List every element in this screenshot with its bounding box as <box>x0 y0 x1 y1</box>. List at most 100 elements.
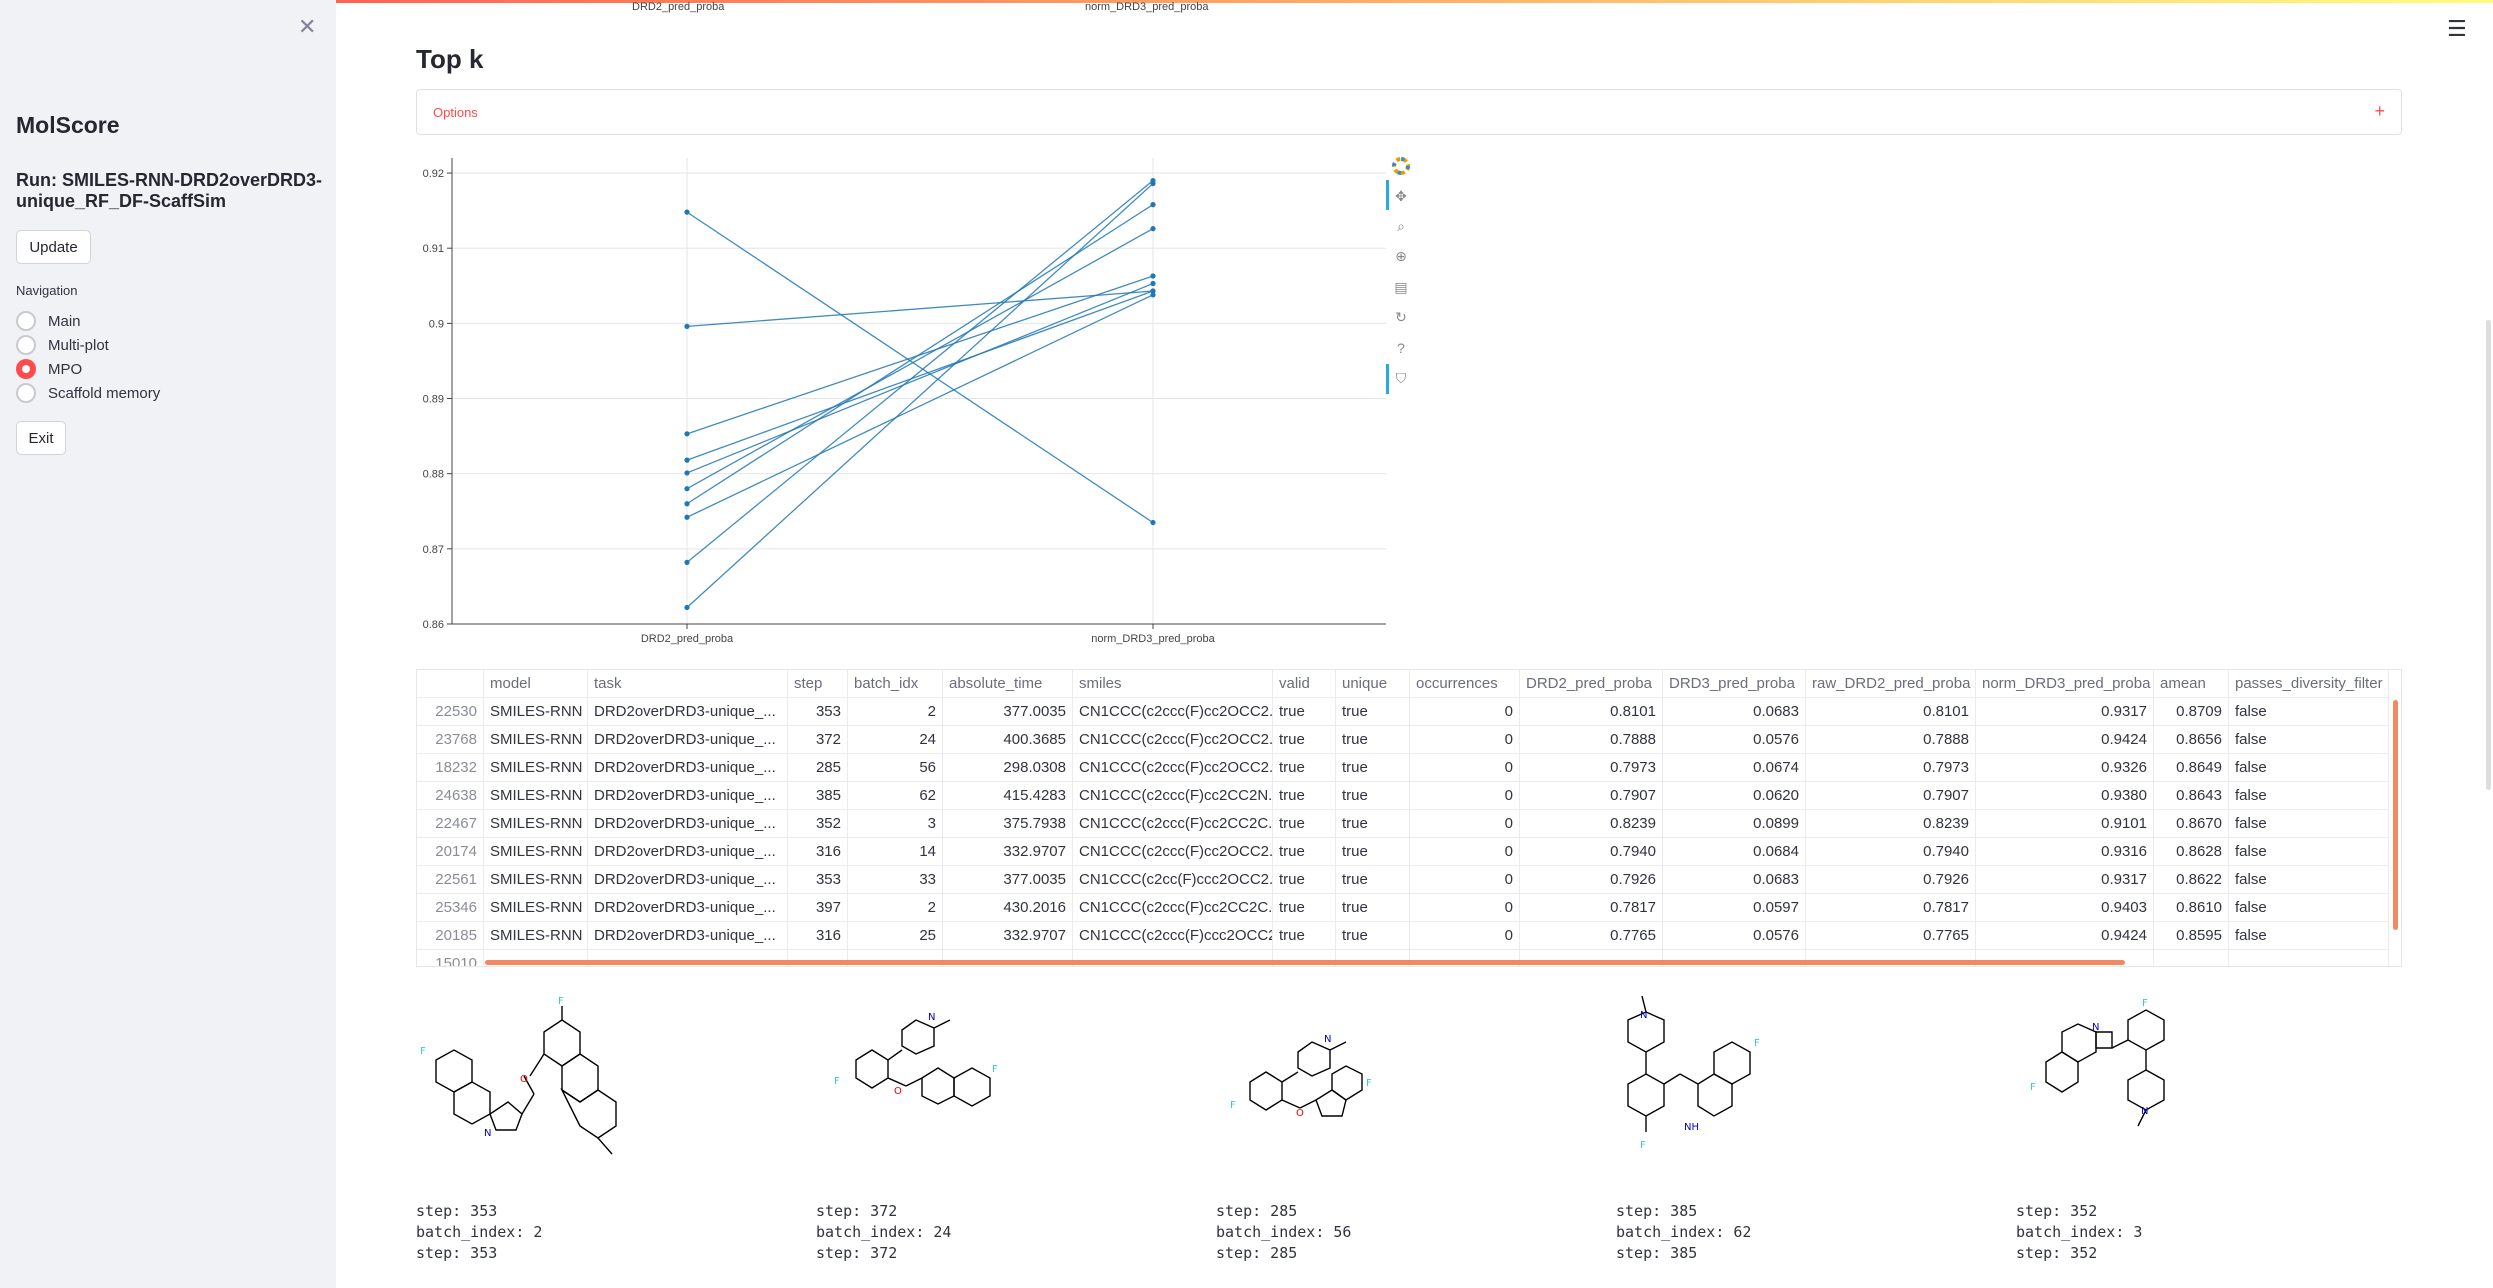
hamburger-icon[interactable]: ☰ <box>2447 16 2467 41</box>
column-header[interactable]: DRD2_pred_proba <box>1520 670 1663 698</box>
column-header[interactable] <box>417 670 484 698</box>
caption-step: step: 385 <box>1616 1202 1698 1220</box>
column-header[interactable]: batch_idx <box>848 670 943 698</box>
table-cell: CN1CCC(c2ccc(F)cc2OCC2... <box>1073 726 1273 754</box>
table-cell: SMILES-RNN <box>484 922 588 950</box>
molecule-image: F F O N <box>834 1012 998 1107</box>
table-cell: 0.8595 <box>2154 922 2229 950</box>
table-cell: 332.9707 <box>943 838 1073 866</box>
table-cell: 0.9403 <box>1976 894 2154 922</box>
caption-batch-index: batch_index: 56 <box>1216 1223 1352 1241</box>
table-row[interactable]: 20174 SMILES-RNN DRD2overDRD3-unique_... 31… <box>417 838 2389 866</box>
nav-label-scaffold-memory: Scaffold memory <box>48 384 161 402</box>
horizontal-scrollbar[interactable] <box>485 960 2125 965</box>
table-cell: SMILES-RNN <box>484 838 588 866</box>
table-cell: 0.7888 <box>1520 726 1663 754</box>
column-header[interactable]: passes_diversity_filter <box>2229 670 2389 698</box>
table-cell: 0.8670 <box>2154 810 2229 838</box>
table-row[interactable]: 15010 <box>417 950 2389 966</box>
options-expander[interactable]: Options + <box>416 89 2402 135</box>
table-cell: CN1CCC(c2ccc(F)cc2OCC2... <box>1073 698 1273 726</box>
svg-text:O: O <box>520 1074 528 1085</box>
data-point <box>684 431 690 437</box>
column-header[interactable]: unique <box>1336 670 1410 698</box>
box-zoom-icon[interactable]: ⌕ <box>1397 217 1405 234</box>
save-icon[interactable]: ▤ <box>1394 278 1408 295</box>
table-cell: true <box>1336 726 1410 754</box>
table-row[interactable]: 20185 SMILES-RNN DRD2overDRD3-unique_... 31… <box>417 922 2389 950</box>
table-cell: 0.8101 <box>1806 698 1976 726</box>
plus-icon: + <box>2374 101 2385 121</box>
column-header[interactable]: raw_DRD2_pred_proba <box>1806 670 1976 698</box>
page-scrollbar[interactable] <box>2486 320 2491 790</box>
table-cell: 353 <box>788 698 848 726</box>
reset-icon[interactable]: ↻ <box>1395 308 1407 325</box>
table-cell: SMILES-RNN <box>484 754 588 782</box>
pan-icon[interactable]: ✥ <box>1395 187 1407 204</box>
update-button[interactable]: Update <box>16 230 91 264</box>
column-header[interactable]: occurrences <box>1410 670 1520 698</box>
svg-text:F: F <box>1754 1038 1760 1049</box>
series-line <box>686 290 1154 461</box>
table-cell: 0 <box>1410 894 1520 922</box>
data-point <box>1150 180 1156 187</box>
table-cell: 62 <box>848 782 943 810</box>
table-row[interactable]: 24638 SMILES-RNN DRD2overDRD3-unique_... 38… <box>417 782 2389 810</box>
series-line <box>686 290 1154 328</box>
nav-radio-scaffold-memory[interactable]: Scaffold memory <box>16 381 160 405</box>
table-row[interactable]: 22467 SMILES-RNN DRD2overDRD3-unique_... 35… <box>417 810 2389 838</box>
table-row[interactable]: 23768 SMILES-RNN DRD2overDRD3-unique_... 37… <box>417 726 2389 754</box>
table-cell: 0.8610 <box>2154 894 2229 922</box>
table-row[interactable]: 22530 SMILES-RNN DRD2overDRD3-unique_... 35… <box>417 698 2389 726</box>
hover-icon[interactable]: ⛉ <box>1395 369 1407 386</box>
table-cell: 352 <box>788 810 848 838</box>
table-cell: false <box>2229 810 2389 838</box>
svg-text:F: F <box>558 996 564 1007</box>
column-header[interactable]: DRD3_pred_proba <box>1663 670 1806 698</box>
column-header[interactable]: model <box>484 670 588 698</box>
column-header[interactable]: task <box>588 670 788 698</box>
table-cell: DRD2overDRD3-unique_... <box>588 838 788 866</box>
column-header[interactable]: step <box>788 670 848 698</box>
table-cell: SMILES-RNN <box>484 866 588 894</box>
top-axis-label: DRD2_pred_proba <box>632 1 725 13</box>
table-cell: 0.7817 <box>1806 894 1976 922</box>
nav-radio-main[interactable]: Main <box>16 309 81 333</box>
table-cell: SMILES-RNN <box>484 782 588 810</box>
column-header[interactable]: norm_DRD3_pred_proba <box>1976 670 2154 698</box>
column-header[interactable]: smiles <box>1073 670 1273 698</box>
svg-text:F: F <box>2030 1082 2036 1093</box>
table-cell: false <box>2229 698 2389 726</box>
data-point <box>1150 273 1156 279</box>
close-icon[interactable]: ✕ <box>298 14 317 39</box>
table-row[interactable]: 18232 SMILES-RNN DRD2overDRD3-unique_... 28… <box>417 754 2389 782</box>
vertical-scrollbar[interactable] <box>2393 700 2398 930</box>
table-cell: 397 <box>788 894 848 922</box>
table-row[interactable]: 25346 SMILES-RNN DRD2overDRD3-unique_... 39… <box>417 894 2389 922</box>
table-cell: 0.8622 <box>2154 866 2229 894</box>
column-header[interactable]: absolute_time <box>943 670 1073 698</box>
table-cell: 0.0576 <box>1663 922 1806 950</box>
column-header[interactable]: amean <box>2154 670 2229 698</box>
table-cell: true <box>1336 922 1410 950</box>
column-header[interactable]: valid <box>1273 670 1336 698</box>
table-cell: CN1CCC(c2ccc(F)cc2OCC2... <box>1073 838 1273 866</box>
table-cell: DRD2overDRD3-unique_... <box>588 698 788 726</box>
parallel-coordinates-chart[interactable]: 0.92 0.91 0.9 0.89 0.88 0.87 0.86 DRD2_pred_pro… <box>416 152 1416 652</box>
table-cell: SMILES-RNN <box>484 894 588 922</box>
data-table[interactable]: model task step batch_idx absolute_time smile… <box>416 669 2402 967</box>
table-cell: 0.7907 <box>1806 782 1976 810</box>
radio-selected-icon <box>16 359 36 379</box>
table-cell: true <box>1273 894 1336 922</box>
exit-button[interactable]: Exit <box>16 421 66 455</box>
nav-radio-mpo[interactable]: MPO <box>16 357 82 381</box>
table-cell: true <box>1336 754 1410 782</box>
table-row[interactable]: 22561 SMILES-RNN DRD2overDRD3-unique_... 35… <box>417 866 2389 894</box>
toolbar-active-indicator <box>1386 180 1389 210</box>
table-cell: true <box>1273 922 1336 950</box>
series-line <box>686 211 1154 524</box>
wheel-zoom-icon[interactable]: ⊕ <box>1395 247 1407 264</box>
nav-radio-multi-plot[interactable]: Multi-plot <box>16 333 109 357</box>
table-cell: 23768 <box>417 726 484 754</box>
help-icon[interactable]: ? <box>1397 340 1405 356</box>
